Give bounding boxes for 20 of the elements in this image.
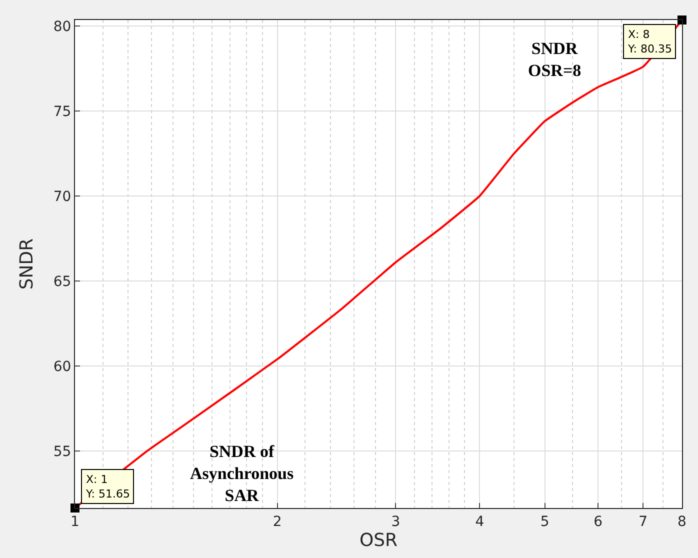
annotation: SNDR OSR=8	[528, 39, 582, 80]
y-tick-label: 60	[53, 358, 72, 375]
annotation: SNDR of Asynchronous SAR	[190, 442, 294, 506]
annotation: X: 8 Y: 80.35	[627, 28, 672, 56]
y-tick-label: 65	[53, 274, 72, 290]
y-tick-label: 75	[53, 104, 72, 120]
x-tick-label: 7	[638, 514, 648, 530]
y-tick-label: 55	[53, 444, 72, 460]
x-tick-label: 6	[594, 514, 603, 530]
y-tick-label: 80	[53, 18, 72, 35]
x-tick-label: 8	[678, 514, 686, 530]
annotation: X: 1 Y: 51.65	[85, 473, 130, 500]
y-tick-label: 70	[53, 188, 72, 205]
x-tick-label: 4	[475, 514, 484, 530]
x-tick-label: 5	[540, 514, 550, 530]
x-tick-label: 2	[272, 514, 282, 530]
x-tick-label: 1	[70, 514, 80, 530]
x-axis-title: OSR	[359, 530, 398, 551]
x-tick-label: 3	[391, 514, 400, 530]
y-axis-title: SNDR	[16, 238, 38, 290]
